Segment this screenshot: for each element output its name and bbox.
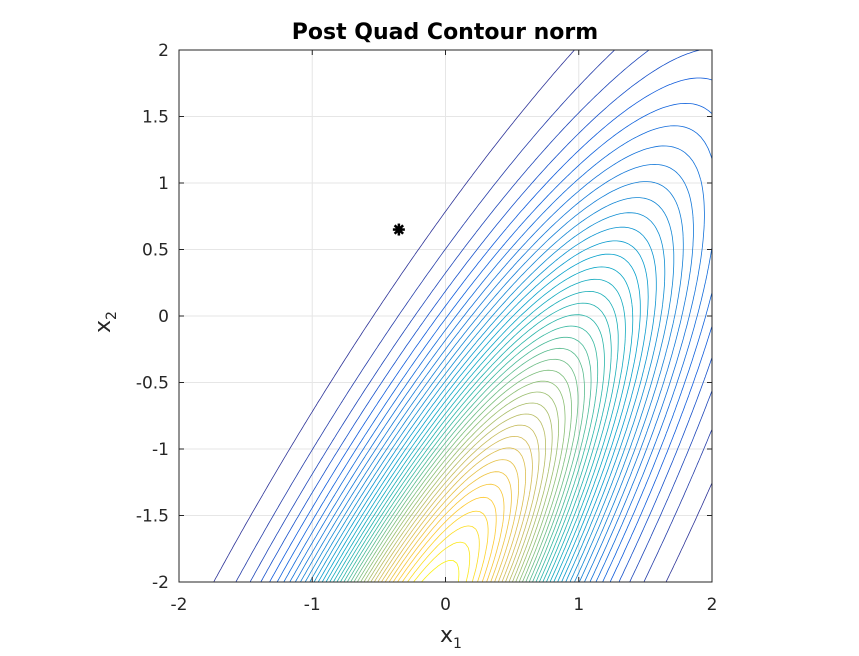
y-tick-label: 1 <box>158 174 169 194</box>
contour-line <box>401 510 489 582</box>
contour-lines <box>213 50 712 582</box>
contour-line <box>294 164 694 582</box>
y-axis-label: x2 <box>91 311 120 333</box>
contour-line <box>384 459 519 582</box>
contour-line <box>213 50 712 582</box>
contour-line <box>413 541 471 582</box>
x-tick-label: 2 <box>707 595 718 615</box>
contour-line <box>333 291 619 582</box>
x-axis-label: x1 <box>440 623 462 652</box>
contour-line <box>329 278 626 582</box>
contour-line <box>353 358 579 582</box>
grid <box>178 49 713 583</box>
contour-line <box>392 483 505 582</box>
contour-line <box>269 77 712 582</box>
contour-line <box>346 336 592 582</box>
y-tick-label: 0 <box>158 307 169 327</box>
contour-line <box>304 197 675 582</box>
contour-line <box>313 226 657 582</box>
x-tick-label: -2 <box>171 595 188 615</box>
chart-title: Post Quad Contour norm <box>292 20 598 45</box>
contour-line <box>325 266 634 582</box>
contour-line <box>367 402 553 582</box>
axis-ticks: -2 -1 0 1 2 -2 -1.5 -1 -0.5 0 0.5 1 1.5 2 <box>136 41 718 615</box>
marker-layer <box>392 223 405 236</box>
contour-line <box>343 325 599 582</box>
contour-line <box>377 436 533 582</box>
contour-line <box>388 471 512 582</box>
x-tick-label: 0 <box>440 595 451 615</box>
contour-line <box>373 424 540 582</box>
x-tick-label: 1 <box>573 595 584 615</box>
y-tick-label: 0.5 <box>142 241 169 261</box>
y-tick-label: 2 <box>158 41 169 61</box>
y-tick-label: -2 <box>152 573 169 593</box>
contour-line <box>381 447 526 582</box>
y-tick-label: -1.5 <box>136 507 169 527</box>
contour-line <box>397 496 497 582</box>
x-tick-label: -1 <box>304 595 321 615</box>
y-tick-label: 1.5 <box>142 108 169 128</box>
contour-line <box>249 50 712 582</box>
contour-line <box>363 391 559 582</box>
contour-line <box>370 413 546 582</box>
contour-line <box>421 560 460 582</box>
contour-line <box>340 314 605 582</box>
y-tick-label: -0.5 <box>136 374 169 394</box>
contour-line <box>260 50 712 582</box>
contour-line <box>350 347 585 582</box>
contour-line <box>317 240 649 582</box>
contour-line <box>289 145 705 582</box>
contour-line <box>407 525 480 582</box>
contour-line <box>321 253 641 582</box>
marker-point <box>392 223 405 236</box>
contour-line <box>309 212 666 582</box>
contour-line <box>283 125 712 582</box>
contour-line <box>336 302 612 582</box>
contour-line <box>360 380 566 582</box>
y-tick-label: -1 <box>152 440 169 460</box>
